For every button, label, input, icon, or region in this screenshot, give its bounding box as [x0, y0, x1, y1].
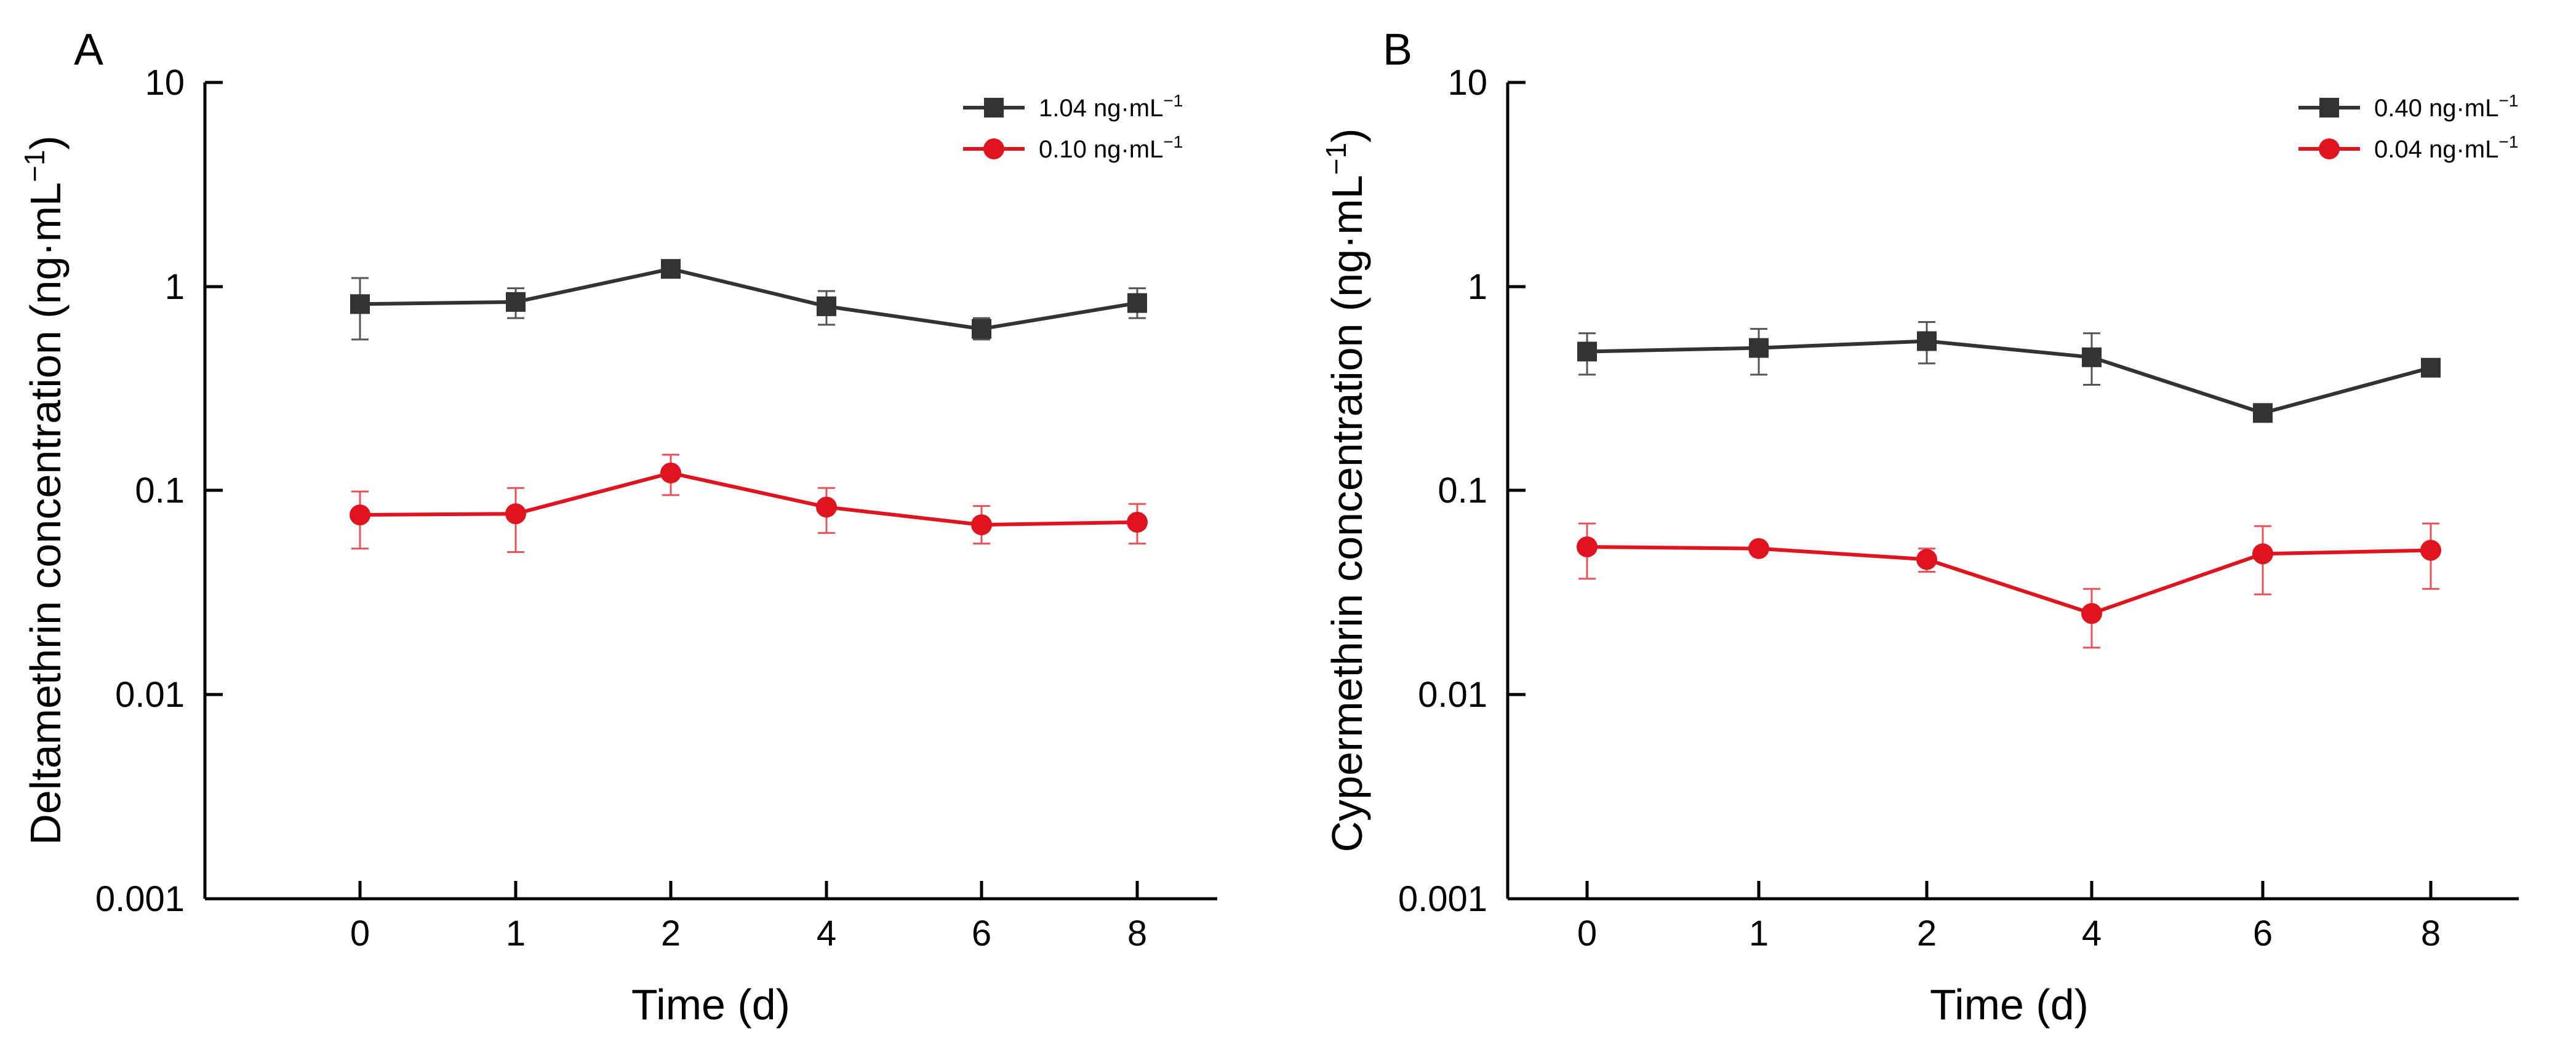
panel-a-x-tick-label: 1 — [506, 914, 526, 954]
panel-b-y-ticks: 10 1 0.1 0.01 0.001 — [1398, 63, 1526, 919]
data-point-square — [2253, 403, 2273, 423]
panel-b-x-tick-label: 6 — [2253, 914, 2273, 954]
panel-b-y-axis-title: Cypermethrin concentration (ng·mL−1) — [1320, 129, 1371, 853]
panel-b-y-tick-label: 0.1 — [1438, 471, 1487, 511]
legend-circle-marker — [983, 138, 1004, 159]
panel-b-legend: 0.40 ng·mL−1 0.04 ng·mL−1 — [2298, 91, 2518, 163]
data-point-square — [972, 319, 991, 339]
panel-b-x-tick-label: 8 — [2421, 914, 2441, 954]
data-point-square — [350, 294, 370, 314]
panel-b-x-tick-label: 0 — [1577, 914, 1597, 954]
panel-a-x-tick-label: 6 — [972, 914, 991, 954]
panel-b-x-tick-label: 1 — [1749, 914, 1769, 954]
data-point-circle — [1748, 538, 1769, 559]
data-point-circle — [2252, 543, 2273, 565]
series-line — [359, 267, 1138, 331]
legend-label: 0.04 ng·mL−1 — [2374, 132, 2518, 163]
data-point-square — [817, 296, 836, 316]
panel-b-y-tick-label: 0.001 — [1398, 879, 1487, 919]
data-point-square — [2421, 357, 2441, 378]
data-point-square — [1577, 341, 1597, 362]
panel-a-y-ticks: 10 1 0.1 0.01 0.001 — [95, 63, 223, 919]
panel-a-x-ticks: 0 1 2 4 6 8 — [350, 881, 1147, 954]
panel-a: A 10 1 0.1 0.01 0.001 0 1 2 — [18, 25, 1217, 1029]
legend-label: 1.04 ng·mL−1 — [1039, 91, 1183, 122]
data-point-circle — [1127, 511, 1148, 533]
panel-b-plot-area — [1577, 320, 2441, 649]
panel-a-y-tick-label: 0.1 — [135, 471, 185, 511]
panel-a-x-tick-label: 8 — [1127, 914, 1147, 954]
series-line — [1586, 545, 2431, 616]
panel-a-y-tick-label: 10 — [145, 63, 185, 103]
data-point-square — [661, 259, 681, 279]
panel-b-y-tick-label: 0.01 — [1418, 675, 1487, 715]
legend-square-marker — [984, 98, 1004, 117]
data-point-circle — [971, 514, 992, 536]
data-point-square — [1749, 338, 1769, 358]
panel-a-y-axis-title: Deltamethrin concentration (ng·mL−1) — [18, 135, 70, 845]
legend-square-marker — [2319, 98, 2339, 117]
data-point-circle — [1577, 536, 1598, 557]
panel-b: B 10 1 0.1 0.01 0.001 0 1 2 — [1320, 25, 2519, 1029]
legend-label: 0.40 ng·mL−1 — [2374, 91, 2518, 122]
legend-circle-marker — [2319, 138, 2340, 159]
data-point-circle — [660, 462, 681, 484]
legend-label: 0.10 ng·mL−1 — [1039, 132, 1183, 163]
panel-a-x-tick-label: 2 — [661, 914, 681, 954]
data-point-square — [1917, 331, 1937, 351]
panel-a-x-tick-label: 0 — [350, 914, 370, 954]
data-point-circle — [2420, 539, 2441, 561]
panel-a-y-tick-label: 0.01 — [115, 675, 185, 715]
data-point-circle — [1916, 549, 1937, 570]
panel-a-x-axis-title: Time (d) — [631, 981, 790, 1029]
data-point-circle — [350, 504, 370, 526]
panel-a-y-tick-label: 0.001 — [95, 879, 185, 919]
panel-b-letter: B — [1383, 25, 1412, 74]
panel-b-y-tick-label: 10 — [1447, 63, 1487, 103]
panel-a-legend: 1.04 ng·mL−1 0.10 ng·mL−1 — [963, 91, 1183, 163]
panel-a-x-tick-label: 4 — [817, 914, 836, 954]
data-point-square — [506, 292, 526, 312]
panel-b-y-tick-label: 1 — [1468, 267, 1487, 307]
data-point-circle — [505, 503, 526, 525]
panel-a-plot-area — [350, 259, 1148, 553]
panel-b-x-ticks: 0 1 2 4 6 8 — [1577, 881, 2441, 954]
data-point-square — [1127, 293, 1147, 313]
panel-b-x-tick-label: 2 — [1917, 914, 1937, 954]
data-point-circle — [2081, 603, 2102, 624]
series-line — [359, 471, 1138, 527]
panel-a-letter: A — [74, 25, 103, 74]
series-line — [1586, 339, 2431, 415]
data-point-circle — [816, 496, 837, 518]
panel-b-x-tick-label: 4 — [2082, 914, 2102, 954]
data-point-square — [2082, 347, 2102, 367]
panel-b-x-axis-title: Time (d) — [1930, 981, 2089, 1029]
panel-a-y-tick-label: 1 — [165, 267, 185, 307]
